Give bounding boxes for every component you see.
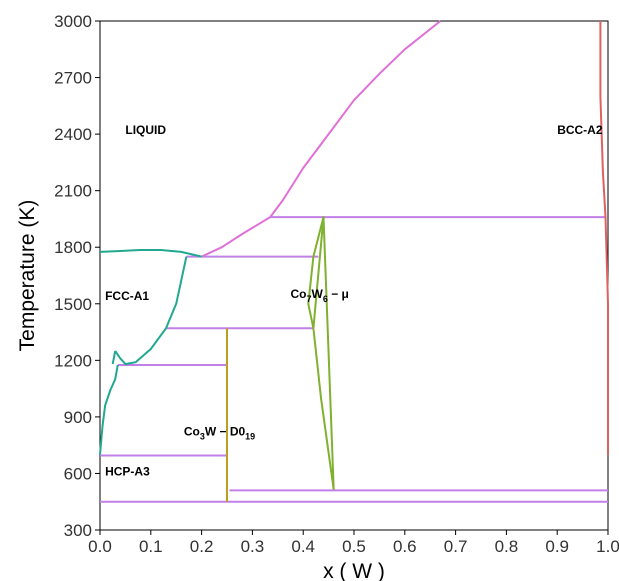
phase-boundary-line-16	[599, 21, 609, 455]
phase-label-1: BCC-A2	[557, 123, 603, 137]
phase-label-2: FCC-A1	[105, 289, 149, 303]
y-tick-label: 2400	[54, 125, 92, 144]
y-axis-title: Temperature (K)	[16, 200, 39, 352]
x-axis: 0.0 0.1 0.2 0.3 0.4 0.5 0.6 0.7 0.8 0.9 1.0	[88, 530, 619, 556]
phase-label-0: LIQUID	[125, 123, 166, 137]
plot-frame	[99, 20, 609, 531]
phase-boundary-line-11	[111, 350, 117, 365]
x-tick-label: 0.7	[444, 537, 468, 556]
phase-boundary-line-13	[307, 216, 325, 329]
y-tick-label: 2100	[54, 182, 92, 201]
x-tick-label: 0.6	[393, 537, 417, 556]
y-axis: 300 600 900 1200 1500 1800 2100 2400 2700 3000	[54, 12, 100, 540]
phase-boundary-line-9	[99, 364, 119, 455]
y-tick-label: 600	[64, 464, 92, 483]
phase-boundary-line-14	[312, 328, 335, 490]
series-layer	[99, 20, 609, 503]
phase-label-5: Co3W − D019	[184, 425, 255, 442]
y-tick-label: 1800	[54, 238, 92, 257]
phase-labels: LIQUID BCC-A2 FCC-A1 HCP-A3 Co7W6 − μ Co3W − …	[105, 123, 603, 478]
y-tick-label: 1500	[54, 295, 92, 314]
phase-label-4: Co7W6 − μ	[291, 287, 349, 304]
x-tick-label: 0.2	[190, 537, 214, 556]
x-axis-title: x ( W )	[323, 560, 385, 581]
x-tick-label: 0.9	[545, 537, 569, 556]
x-tick-label: 0.8	[495, 537, 519, 556]
x-tick-label: 0.0	[88, 537, 112, 556]
phase-boundary-line-8	[99, 249, 202, 258]
y-tick-label: 300	[64, 521, 92, 540]
phase-boundary-line-0	[201, 20, 442, 258]
y-tick-label: 1200	[54, 351, 92, 370]
y-tick-label: 2700	[54, 69, 92, 88]
y-tick-label: 900	[64, 408, 92, 427]
x-tick-label: 1.0	[596, 537, 619, 556]
phase-label-3: HCP-A3	[105, 464, 150, 478]
phase-boundary-line-10	[114, 256, 188, 366]
plot-border	[99, 20, 609, 531]
x-tick-label: 0.5	[342, 537, 366, 556]
x-tick-label: 0.3	[241, 537, 265, 556]
y-tick-label: 3000	[54, 12, 92, 31]
x-tick-label: 0.4	[291, 537, 315, 556]
x-tick-label: 0.1	[139, 537, 163, 556]
